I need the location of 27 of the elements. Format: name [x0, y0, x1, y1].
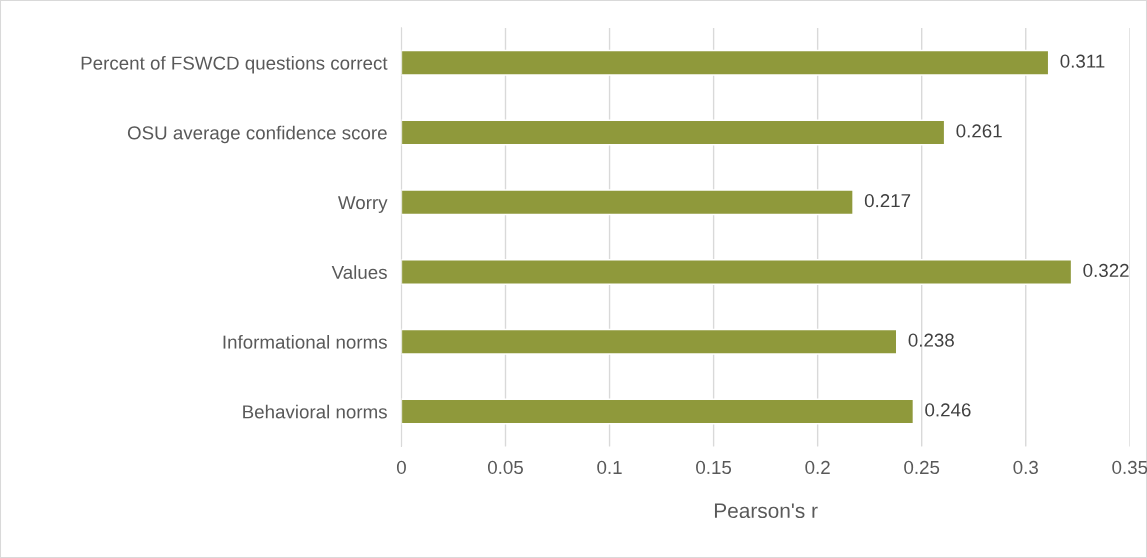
bar	[401, 189, 854, 216]
bar	[401, 49, 1050, 76]
x-tick-label: 0.25	[904, 460, 940, 475]
x-tick-label: 0.3	[1013, 460, 1038, 475]
y-tick-label: OSU average confidence score	[127, 125, 387, 144]
x-tick-label: 0.15	[696, 460, 732, 475]
data-label: 0.238	[908, 333, 954, 347]
y-tick-label: Informational norms	[223, 334, 387, 349]
data-label: 0.217	[864, 194, 911, 208]
x-tick-label: 0.1	[597, 460, 622, 475]
data-label: 0.246	[925, 403, 971, 417]
bar	[401, 259, 1073, 285]
x-axis-title: Pearson's r	[714, 503, 818, 519]
x-tick-label: 0.2	[805, 460, 830, 475]
y-tick-label: Percent of FSWCD questions correct	[81, 55, 388, 74]
x-tick-label: 0.05	[487, 460, 523, 475]
y-tick-label: Worry	[337, 196, 388, 213]
data-label: 0.311	[1060, 54, 1105, 68]
x-tick-label: 0	[396, 460, 406, 475]
y-tick-label: Values	[331, 265, 387, 279]
bar	[401, 398, 915, 425]
data-label: 0.261	[956, 124, 1002, 138]
bar	[401, 328, 898, 355]
data-label: 0.322	[1083, 263, 1129, 278]
y-tick-label: Behavioral norms	[243, 404, 387, 419]
x-tick-label: 0.35	[1112, 460, 1147, 475]
bar	[401, 119, 946, 146]
